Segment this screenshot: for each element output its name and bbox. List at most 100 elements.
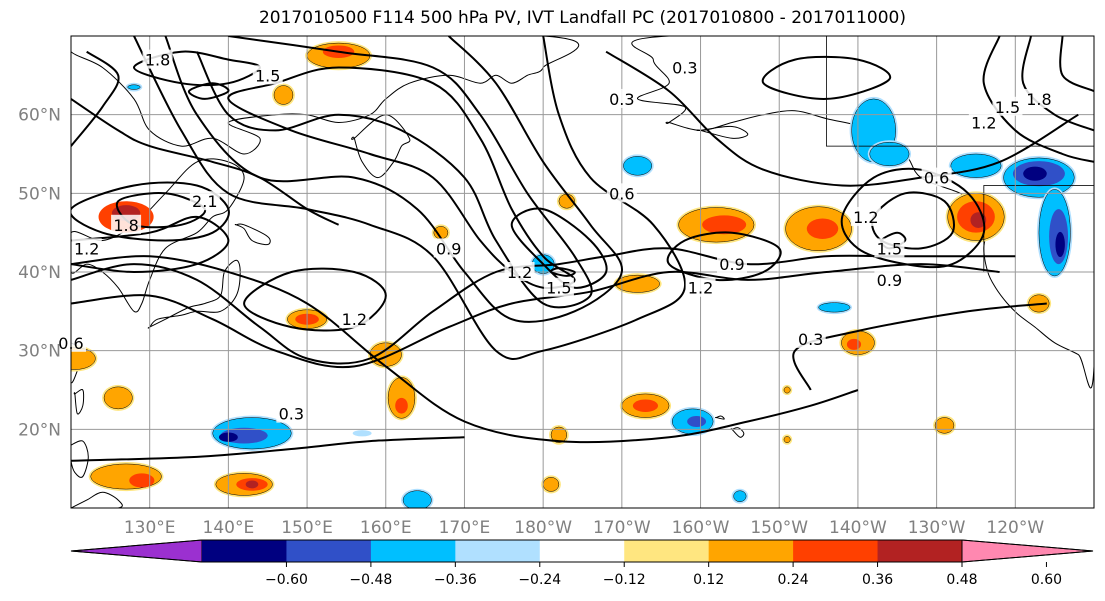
pv-contour-line xyxy=(227,66,576,289)
pv-contour-line xyxy=(71,263,1000,369)
colorbar-tick-label: 0.60 xyxy=(1031,572,1062,588)
anomaly-patch xyxy=(245,480,259,489)
longitude-labels: 130°E 140°E 150°E 160°E 170°E 180°W 170°W 160°W… xyxy=(124,518,1045,538)
colorbar-segment xyxy=(286,540,372,562)
pv-contours xyxy=(71,36,1094,462)
colorbar-tick-label: 0.12 xyxy=(693,572,724,588)
longitude-label: 170°E xyxy=(439,518,491,538)
colorbar-tick-label: −0.36 xyxy=(434,572,477,588)
contour-label: 1.8 xyxy=(113,216,138,235)
colorbar-max-extend xyxy=(961,539,1094,563)
anomaly-patch xyxy=(395,397,408,414)
anomaly-patch xyxy=(402,490,432,508)
contour-label: 0.3 xyxy=(279,405,304,424)
contour-label: 1.5 xyxy=(255,66,280,85)
contour-label-bg xyxy=(685,277,716,297)
anomaly-patch xyxy=(352,430,372,437)
contour-label: 0.3 xyxy=(609,90,634,109)
latitude-label: 50°N xyxy=(18,184,61,204)
pv-contour-line xyxy=(187,82,230,100)
anomaly-patch xyxy=(632,399,659,413)
coastline xyxy=(71,491,123,508)
contour-label-bg xyxy=(543,277,574,297)
coastline xyxy=(71,440,89,478)
contour-label: 1.8 xyxy=(145,51,170,70)
colorbar-tick-label: −0.60 xyxy=(265,572,308,588)
anomaly-patch xyxy=(934,417,955,434)
contour-label: 0.6 xyxy=(924,169,949,188)
colorbar-segment xyxy=(455,540,541,562)
longitude-label: 120°W xyxy=(986,518,1044,538)
pv-contour-line xyxy=(196,36,593,309)
contour-label-bg xyxy=(142,49,173,69)
contour-label-bg xyxy=(850,206,881,226)
contour-label: 1.5 xyxy=(877,239,902,258)
anomaly-patch xyxy=(818,302,851,313)
pv-contour-line xyxy=(133,36,686,360)
longitude-label: 130°W xyxy=(908,518,966,538)
contour-label-bg xyxy=(874,269,905,289)
contour-label-bg xyxy=(111,214,142,234)
anomaly-patch xyxy=(869,141,910,167)
latitude-label: 40°N xyxy=(18,263,61,283)
contour-label-bg xyxy=(795,328,826,348)
coastline xyxy=(696,125,749,139)
contour-label-bg xyxy=(189,191,220,211)
anomaly-patch xyxy=(103,386,133,410)
contour-label-bg xyxy=(71,238,102,258)
anomaly-patch xyxy=(1023,166,1047,181)
contour-label: 1.2 xyxy=(342,310,367,329)
longitude-label: 180°W xyxy=(514,518,572,538)
longitude-label: 170°W xyxy=(593,518,651,538)
latitude-label: 60°N xyxy=(18,106,61,126)
pv-contour-line xyxy=(666,231,782,282)
anomaly-patch xyxy=(950,153,1002,178)
contour-label-bg xyxy=(921,167,952,187)
anomaly-patch xyxy=(733,490,747,502)
pv-contour-line xyxy=(982,36,1094,163)
coastline xyxy=(234,223,271,246)
anomaly-patch xyxy=(846,338,862,350)
contour-label: 1.5 xyxy=(995,98,1020,117)
contour-label-bg xyxy=(433,238,464,258)
colorbar-segment xyxy=(877,540,963,562)
contour-label-bg xyxy=(252,65,283,85)
anomaly-patch xyxy=(783,386,791,394)
contour-label-bg xyxy=(606,88,637,108)
anomaly-patch xyxy=(129,473,155,488)
anomaly-patch xyxy=(806,218,839,239)
coastline xyxy=(73,389,85,415)
colorbar-segment xyxy=(370,540,456,562)
coastline xyxy=(71,36,579,155)
contour-label: 0.6 xyxy=(609,184,634,203)
anomaly-patch xyxy=(542,477,560,492)
contour-label-bg xyxy=(669,57,700,77)
colorbar xyxy=(70,539,1094,563)
pv-contour-line xyxy=(605,50,1079,187)
colorbar-segment xyxy=(793,540,879,562)
colorbar-segment xyxy=(708,540,794,562)
colorbar-tick-labels: −0.60 −0.48 −0.36 −0.24 −0.12 0.12 0.24 0.36 0.4… xyxy=(265,562,1062,588)
colorbar-segment xyxy=(539,540,625,562)
longitude-label: 140°W xyxy=(829,518,887,538)
longitude-label: 140°E xyxy=(203,518,255,538)
colorbar-tick-label: 0.48 xyxy=(946,572,977,588)
longitude-label: 150°E xyxy=(281,518,333,538)
anomaly-patch xyxy=(623,156,652,176)
contour-label-bg xyxy=(992,96,1023,116)
colorbar-tick-label: −0.48 xyxy=(349,572,392,588)
contour-label: 0.9 xyxy=(719,255,744,274)
pv-contour-line xyxy=(1059,36,1094,93)
contour-label-bg xyxy=(1023,88,1054,108)
pv-contour-line xyxy=(71,181,230,242)
contour-label: 1.2 xyxy=(853,208,878,227)
contour-label-bg xyxy=(717,254,748,274)
contour-label-bg xyxy=(339,309,370,329)
pv-contour-line xyxy=(243,267,387,332)
pv-contour-line xyxy=(761,55,892,100)
anomaly-patch xyxy=(127,84,141,90)
contour-label-bg xyxy=(874,238,905,258)
contour-label-bg xyxy=(276,403,307,423)
coastlines xyxy=(71,36,1094,508)
